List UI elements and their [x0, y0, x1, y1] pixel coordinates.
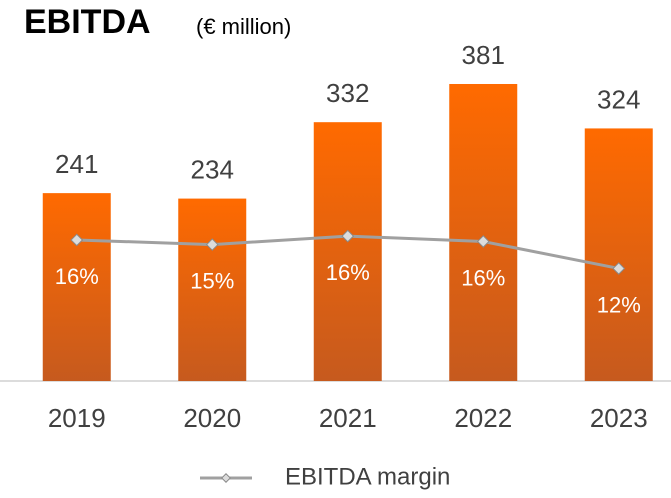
margin-point: [205, 238, 219, 251]
x-tick-label: 2019: [48, 403, 106, 433]
bar-value-label: 381: [462, 40, 505, 70]
margin-value-label: 16%: [55, 264, 99, 289]
margin-point: [70, 233, 84, 247]
legend-swatch-marker: [221, 473, 231, 483]
chart-title: EBITDA: [24, 3, 151, 41]
bar: [584, 128, 653, 381]
chart-subtitle: (€ million): [196, 14, 291, 39]
margin-value-label: 16%: [326, 260, 370, 285]
bar: [42, 193, 111, 381]
x-tick-label: 2020: [183, 403, 241, 433]
margin-value-label: 12%: [597, 292, 641, 317]
bar: [449, 83, 518, 382]
legend-label: EBITDA margin: [285, 463, 450, 490]
x-tick-label: 2022: [454, 403, 512, 433]
bar-value-label: 324: [597, 84, 640, 114]
x-tick-label: 2023: [590, 403, 648, 433]
x-tick-label: 2021: [319, 403, 377, 433]
bar-value-label: 332: [326, 78, 369, 108]
bar-value-label: 241: [55, 149, 98, 179]
margin-point: [476, 235, 490, 248]
bar: [178, 198, 247, 381]
margin-value-label: 15%: [190, 268, 234, 293]
bar: [313, 122, 382, 381]
margin-point: [612, 262, 626, 275]
bar-value-label: 234: [191, 154, 234, 184]
margin-value-label: 16%: [461, 265, 505, 290]
margin-point: [341, 229, 355, 243]
